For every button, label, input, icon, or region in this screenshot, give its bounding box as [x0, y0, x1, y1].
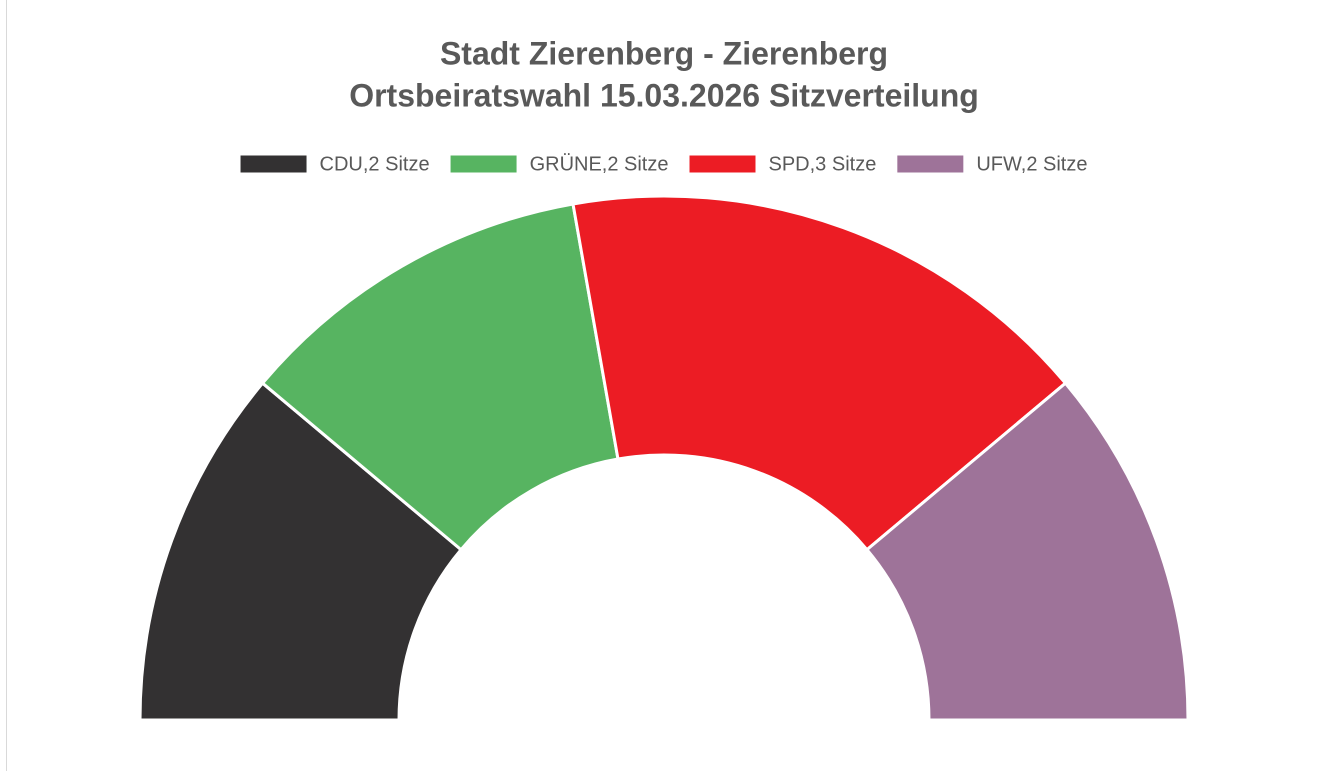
legend-item: CDU,2 Sitze: [240, 153, 430, 175]
segment: [138, 381, 464, 722]
chart-title: Stadt Zierenberg - Zierenberg: [440, 35, 888, 71]
legend: CDU,2 Sitze GRÜNE,2 Sitze SPD,3 Sitze UFW,2…: [240, 153, 1087, 175]
legend-swatch: [689, 155, 756, 173]
plot: [138, 194, 1190, 722]
segment: [864, 381, 1190, 722]
legend-label: CDU,2 Sitze: [320, 153, 430, 175]
segment: [260, 202, 620, 552]
legend-label: UFW,2 Sitze: [976, 153, 1087, 175]
segment: [571, 194, 1068, 552]
legend-swatch: [450, 155, 517, 173]
legend-label: GRÜNE,2 Sitze: [530, 153, 669, 175]
chart-subtitle: Ortsbeiratswahl 15.03.2026 Sitzverteilun…: [349, 77, 979, 113]
legend-label: SPD,3 Sitze: [769, 153, 877, 175]
legend-swatch: [897, 155, 964, 173]
legend-item: UFW,2 Sitze: [897, 153, 1087, 175]
legend-item: GRÜNE,2 Sitze: [450, 153, 669, 175]
legend-item: SPD,3 Sitze: [689, 153, 877, 175]
legend-swatch: [240, 155, 307, 173]
